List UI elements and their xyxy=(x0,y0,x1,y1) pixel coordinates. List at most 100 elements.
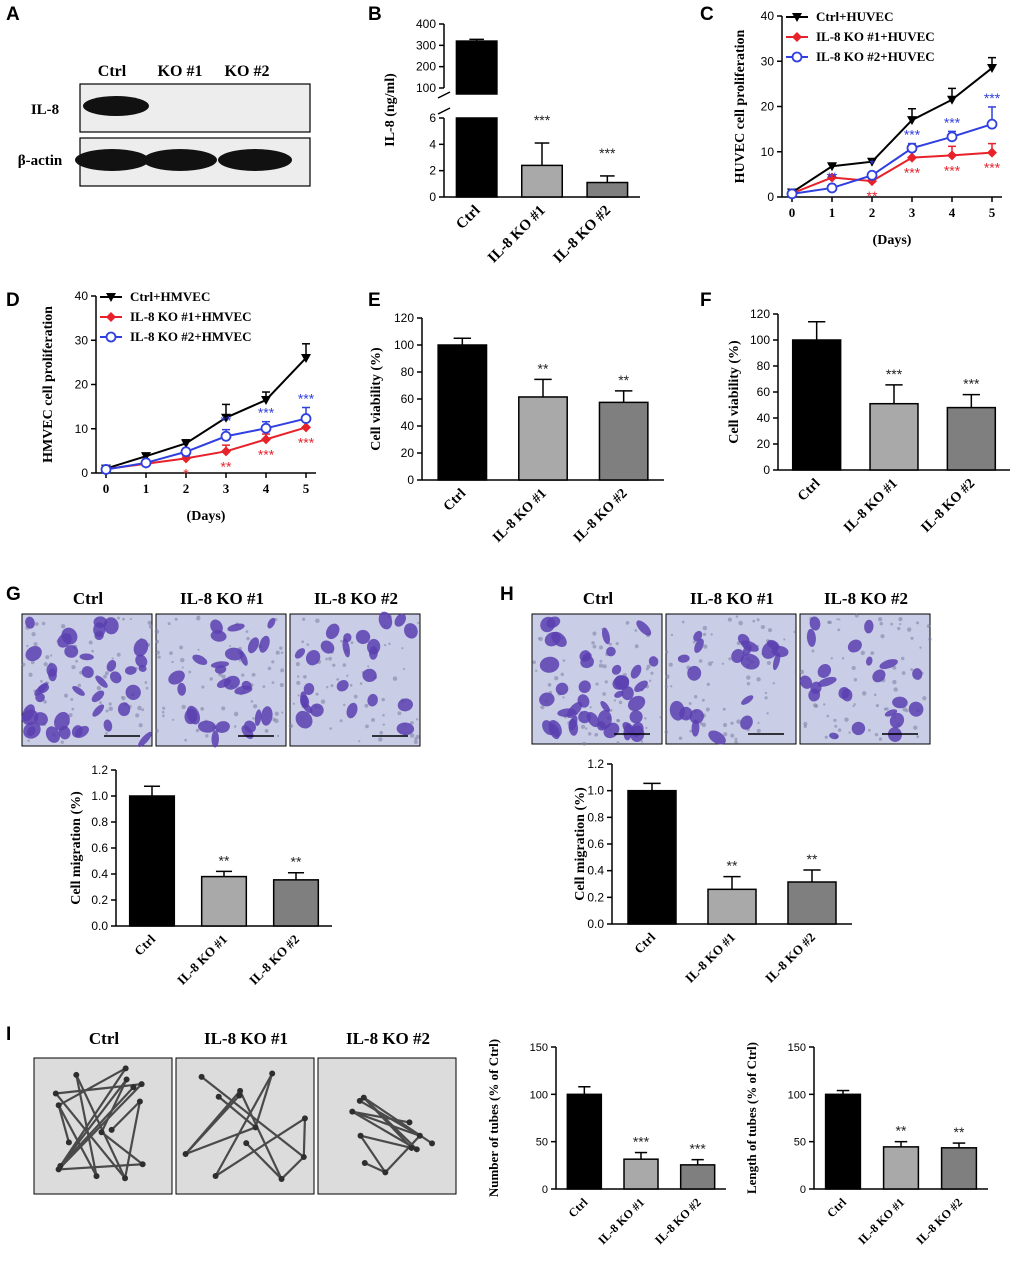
pore-dot xyxy=(594,732,599,737)
stained-cell xyxy=(61,627,78,645)
stained-cell xyxy=(396,722,415,736)
pore-dot xyxy=(868,728,871,732)
pore-dot xyxy=(162,706,166,710)
line-chart-c: 0 10 20 30 40 0 1 2 3 4 5 (Days) HUVEC cell prolifer… xyxy=(733,9,1002,248)
y-tick-label: 2 xyxy=(429,164,436,178)
stained-cell xyxy=(45,726,60,743)
cell-cluster xyxy=(361,1159,368,1166)
pore-dot xyxy=(326,685,329,689)
y-tick-label: 10 xyxy=(75,422,89,436)
pore-dot xyxy=(706,682,710,687)
pore-dot xyxy=(837,628,841,632)
pore-dot xyxy=(233,725,237,728)
pore-dot xyxy=(367,665,370,668)
cell-cluster xyxy=(360,1094,367,1101)
stained-cell xyxy=(694,638,704,653)
marker-diamond xyxy=(261,434,271,445)
stained-cell xyxy=(64,645,79,658)
significance-label: *** xyxy=(298,391,315,407)
stained-cell xyxy=(346,702,358,719)
category-label: Ctrl xyxy=(453,203,483,233)
pore-dot xyxy=(31,632,36,637)
pore-dot xyxy=(905,709,909,713)
stained-cell xyxy=(320,640,335,654)
stained-cell xyxy=(25,616,35,629)
pore-dot xyxy=(277,734,280,738)
panel-h: Ctrl IL-8 KO #1 IL-8 KO #2 xyxy=(531,589,932,746)
cell-cluster xyxy=(301,1115,308,1122)
pore-dot xyxy=(121,696,124,699)
y-tick-label: 20 xyxy=(761,100,775,114)
significance-label: *** xyxy=(599,145,616,161)
stained-cell xyxy=(627,695,646,712)
stained-cell xyxy=(93,622,106,638)
pore-dot xyxy=(826,714,830,718)
stained-cell xyxy=(241,680,252,691)
tube-segment xyxy=(351,1110,418,1151)
pore-dot xyxy=(403,667,406,670)
pore-dot xyxy=(181,704,186,710)
marker-circle xyxy=(906,142,918,154)
stained-cell xyxy=(767,639,780,650)
significance-label: *** xyxy=(258,405,275,421)
stained-cell xyxy=(92,704,105,717)
y-tick-label: 4 xyxy=(429,137,436,151)
pore-dot xyxy=(417,621,420,625)
pore-dot xyxy=(70,698,74,701)
cell-cluster xyxy=(408,1144,415,1151)
cell-cluster xyxy=(406,1119,413,1126)
pore-dot xyxy=(766,660,771,666)
significance-label: ** xyxy=(618,372,629,388)
y-tick-label: 10 xyxy=(761,145,775,159)
pore-dot xyxy=(756,728,761,733)
y-tick-label: 100 xyxy=(750,333,770,347)
series-line xyxy=(105,426,307,471)
pore-dot xyxy=(844,717,849,722)
category-label: IL-8 KO #1 xyxy=(174,932,230,988)
pore-dot xyxy=(60,624,66,629)
category-label: IL-8 KO #2 xyxy=(550,203,614,267)
stained-cell xyxy=(192,654,208,666)
pore-dot xyxy=(727,617,733,622)
pore-dot xyxy=(145,686,149,690)
pore-dot xyxy=(710,633,713,636)
pore-dot xyxy=(267,666,272,671)
pore-dot xyxy=(21,662,26,667)
stained-cell xyxy=(677,654,690,663)
cell-cluster xyxy=(357,1132,364,1139)
y-axis-label: IL-8 (ng/ml) xyxy=(383,73,398,147)
stained-cell xyxy=(367,693,378,707)
pore-dot xyxy=(349,684,353,687)
pore-dot xyxy=(752,619,756,623)
pore-dot xyxy=(332,663,336,667)
pore-dot xyxy=(702,625,708,631)
pore-dot xyxy=(898,616,903,622)
pore-dot xyxy=(340,639,343,643)
x-tick-label: 0 xyxy=(789,205,796,220)
cell-cluster xyxy=(300,1153,307,1160)
pore-dot xyxy=(413,739,418,745)
pore-dot xyxy=(618,700,623,705)
x-tick-label: 1 xyxy=(143,481,150,496)
panel-letter-b: B xyxy=(368,4,382,25)
y-tick-label: 0 xyxy=(800,1184,806,1196)
stained-cell xyxy=(72,685,85,696)
pore-dot xyxy=(885,707,889,711)
stained-cell xyxy=(542,720,555,736)
bar xyxy=(791,339,842,471)
category-label: IL-8 KO #1 xyxy=(595,1195,647,1247)
y-tick-label: 400 xyxy=(416,17,436,31)
pore-dot xyxy=(746,681,751,686)
pore-dot xyxy=(906,627,912,632)
legend-label: IL-8 KO #1+HUVEC xyxy=(816,29,935,44)
pore-dot xyxy=(703,632,707,637)
pore-dot xyxy=(645,667,649,671)
pore-dot xyxy=(854,613,859,618)
cell-cluster xyxy=(212,1173,219,1180)
bar xyxy=(586,181,629,198)
marker-diamond xyxy=(827,172,837,183)
pore-dot xyxy=(43,700,47,704)
pore-dot xyxy=(336,677,340,681)
tube-segment xyxy=(384,1135,421,1174)
